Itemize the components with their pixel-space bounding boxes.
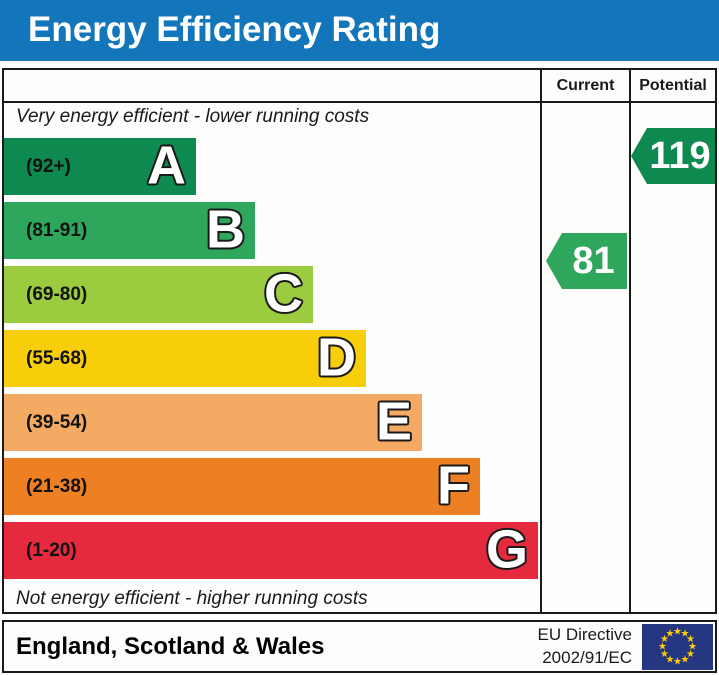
- potential-rating-badge: 119: [631, 128, 715, 184]
- band-row-d: (55-68) D: [4, 330, 366, 387]
- band-range-label: (69-80): [26, 283, 88, 305]
- eu-directive-line2: 2002/91/EC: [542, 647, 632, 667]
- column-header-current: Current: [556, 77, 615, 94]
- page-title: Energy Efficiency Rating: [28, 10, 441, 49]
- band-letter: D: [317, 326, 356, 387]
- band-letter: F: [437, 454, 470, 515]
- band-letter: G: [485, 518, 528, 579]
- footer-bar: England, Scotland & Wales EU Directive 2…: [2, 620, 717, 673]
- svg-text:★: ★: [681, 628, 690, 639]
- band-range-label: (81-91): [26, 219, 88, 241]
- band-letter: C: [264, 262, 303, 323]
- band-range-label: (39-54): [26, 411, 88, 433]
- band-row-f: (21-38) F: [4, 458, 480, 515]
- svg-text:★: ★: [686, 634, 695, 645]
- band-range-label: (21-38): [26, 475, 88, 497]
- band-row-b: (81-91) B: [4, 202, 255, 259]
- band-letter: B: [206, 198, 245, 259]
- eu-directive-line1: EU Directive: [537, 625, 632, 645]
- band-range-label: (92+): [26, 155, 71, 177]
- svg-text:★: ★: [658, 641, 667, 652]
- current-rating-badge: 81: [546, 233, 627, 289]
- band-range-label: (1-20): [26, 539, 77, 561]
- svg-text:★: ★: [660, 634, 669, 645]
- current-rating-value: 81: [572, 239, 615, 282]
- current-column-divider: [540, 70, 542, 612]
- eu-flag-icon: ★★★★★★★★★★★★: [642, 623, 713, 670]
- svg-text:★: ★: [686, 649, 695, 660]
- footer-region-label: England, Scotland & Wales: [16, 632, 325, 660]
- svg-text:★: ★: [688, 641, 697, 652]
- potential-rating-value: 119: [649, 134, 711, 177]
- band-row-e: (39-54) E: [4, 394, 422, 451]
- caption-bottom: Not energy efficient - higher running co…: [16, 588, 368, 609]
- band-letter: A: [147, 134, 186, 195]
- band-row-a: (92+) A: [4, 138, 196, 195]
- header-banner: Energy Efficiency Rating: [0, 0, 719, 61]
- svg-text:★: ★: [666, 654, 675, 665]
- band-row-g: (1-20) G: [4, 522, 538, 579]
- potential-column-divider: [629, 70, 631, 612]
- header-row-divider: [4, 101, 715, 103]
- svg-text:★: ★: [673, 656, 682, 667]
- epc-chart: Current Potential Very energy efficient …: [2, 68, 717, 614]
- caption-top: Very energy efficient - lower running co…: [16, 106, 370, 127]
- band-row-c: (69-80) C: [4, 266, 313, 323]
- band-range-label: (55-68): [26, 347, 88, 369]
- svg-text:★: ★: [660, 649, 669, 660]
- band-letter: E: [375, 390, 412, 451]
- svg-text:★: ★: [681, 654, 690, 665]
- svg-text:★: ★: [666, 628, 675, 639]
- svg-text:★: ★: [673, 626, 682, 637]
- column-header-potential: Potential: [639, 77, 707, 94]
- eu-directive-label: EU Directive 2002/91/EC: [538, 624, 632, 668]
